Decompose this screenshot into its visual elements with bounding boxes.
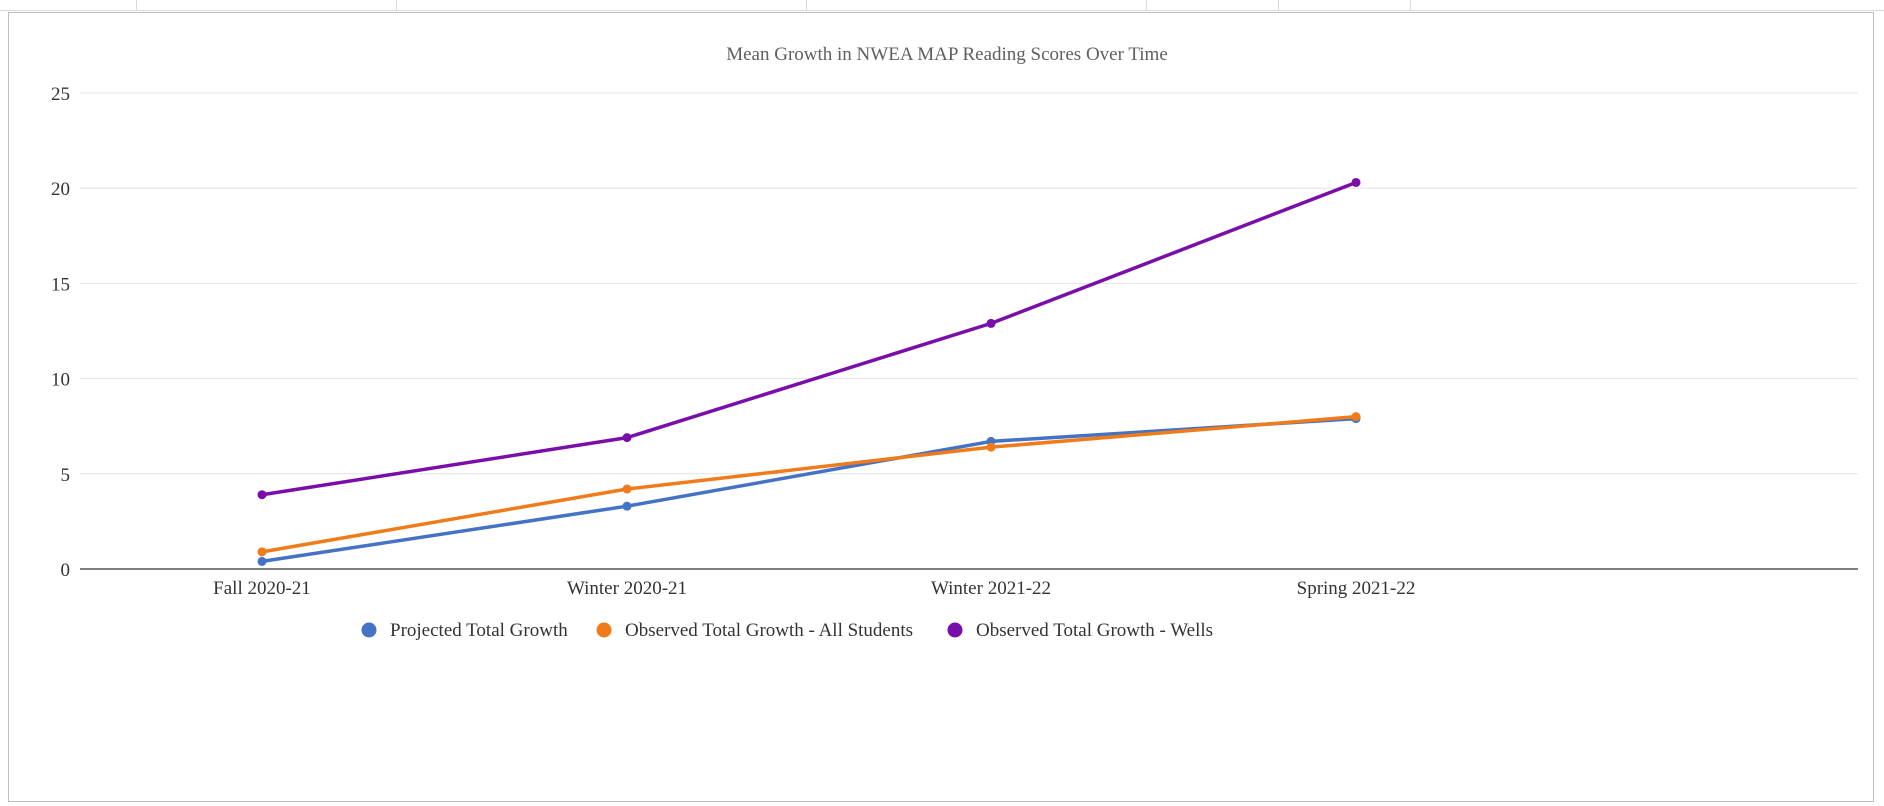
y-tick-label: 5 xyxy=(61,465,71,486)
data-point[interactable] xyxy=(622,501,632,511)
legend-label: Observed Total Growth - All Students xyxy=(625,620,913,641)
data-point[interactable] xyxy=(622,484,632,494)
data-point[interactable] xyxy=(257,490,267,500)
x-tick-label: Fall 2020-21 xyxy=(213,578,311,599)
column-divider xyxy=(1410,0,1411,10)
legend-label: Projected Total Growth xyxy=(390,620,568,641)
y-tick-label: 25 xyxy=(51,84,70,105)
legend: Projected Total Growth Observed Total Gro… xyxy=(361,620,1213,641)
x-axis-ticks: Fall 2020-21 Winter 2020-21 Winter 2021-22… xyxy=(213,578,1415,599)
gridlines xyxy=(80,92,1858,570)
x-tick-label: Winter 2021-22 xyxy=(931,578,1051,599)
x-tick-label: Winter 2020-21 xyxy=(567,578,687,599)
series-line[interactable] xyxy=(260,414,1358,554)
data-point[interactable] xyxy=(622,433,632,443)
y-axis-ticks: 0 5 10 15 20 25 xyxy=(51,84,70,581)
series-line[interactable] xyxy=(260,416,1358,564)
legend-marker xyxy=(361,622,377,638)
spreadsheet-gridlines xyxy=(0,0,1884,11)
x-tick-label: Spring 2021-22 xyxy=(1297,578,1416,599)
column-divider xyxy=(1146,0,1147,10)
legend-marker xyxy=(947,622,963,638)
data-point[interactable] xyxy=(986,442,996,452)
chart-frame[interactable] xyxy=(8,12,1874,802)
series-lines xyxy=(257,177,1361,566)
data-point[interactable] xyxy=(1351,412,1361,422)
chart-title: Mean Growth in NWEA MAP Reading Scores O… xyxy=(726,44,1168,65)
y-tick-label: 10 xyxy=(51,370,70,391)
y-tick-label: 0 xyxy=(61,560,71,581)
data-point[interactable] xyxy=(986,318,996,328)
column-divider xyxy=(806,0,807,10)
column-divider xyxy=(1278,0,1279,10)
legend-marker xyxy=(596,622,612,638)
column-divider xyxy=(136,0,137,10)
data-point[interactable] xyxy=(257,547,267,557)
data-point[interactable] xyxy=(1351,177,1361,187)
column-divider xyxy=(396,0,397,10)
series-line[interactable] xyxy=(260,180,1358,497)
legend-label: Observed Total Growth - Wells xyxy=(976,620,1213,641)
y-tick-label: 20 xyxy=(51,179,70,200)
y-tick-label: 15 xyxy=(51,274,70,295)
data-point[interactable] xyxy=(257,556,267,566)
